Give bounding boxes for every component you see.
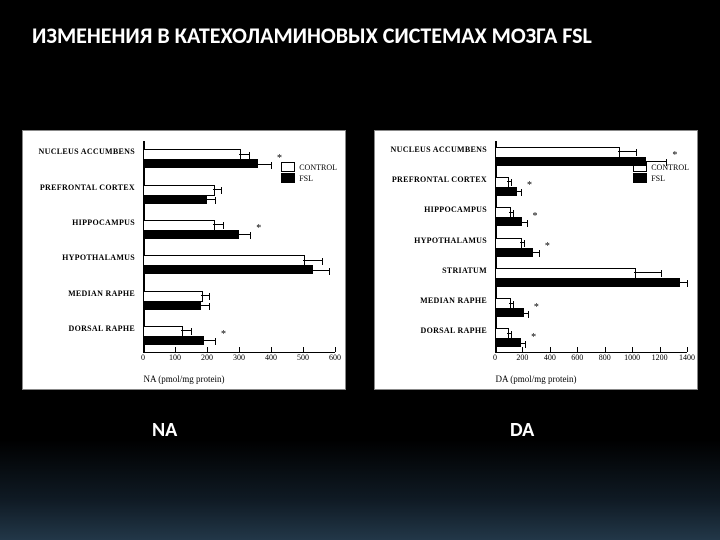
xtick: 0 (141, 353, 145, 362)
bar-fsl (143, 230, 239, 239)
xtick: 1000 (624, 353, 640, 362)
bar-fsl (495, 187, 517, 196)
bar-group: NUCLEUS ACCUMBENS* (143, 149, 335, 168)
sublabel-da: DA (510, 418, 534, 442)
significance-marker: * (531, 332, 536, 343)
significance-marker: * (672, 150, 677, 161)
xtick: 0 (493, 353, 497, 362)
bar-fsl (495, 157, 646, 166)
bar-group: MEDIAN RAPHE (143, 291, 335, 310)
xticks-da: 0200400600800100012001400 (495, 353, 687, 369)
significance-marker: * (221, 329, 226, 340)
bar-group: HIPPOCAMPUS* (143, 220, 335, 239)
bar-group: HIPPOCAMPUS* (495, 207, 687, 226)
chart-panel-na: CONTROL FSL NUCLEUS ACCUMBENS*PREFRONTAL… (22, 130, 346, 390)
chart-na: NUCLEUS ACCUMBENS* PREFRONTAL CORTEX HIPPO… (143, 141, 335, 353)
chart-da: NUCLEUS ACCUMBENS* PREFRONTAL CORTEX* HIPP… (495, 141, 687, 353)
bar-group: HYPOTHALAMUS (143, 255, 335, 274)
xtick: 200 (516, 353, 528, 362)
bar-fsl (495, 308, 524, 317)
bar-group: STRIATUM (495, 268, 687, 287)
category-label: PREFRONTAL CORTEX (377, 176, 487, 184)
significance-marker: * (545, 241, 550, 252)
category-label: MEDIAN RAPHE (25, 290, 135, 298)
page-title: ИЗМЕНЕНИЯ В КАТЕХОЛАМИНОВЫХ СИСТЕМАХ МОЗ… (32, 22, 592, 49)
chart-panel-da: CONTROL FSL NUCLEUS ACCUMBENS*PREFRONTAL… (374, 130, 698, 390)
xtick: 1400 (679, 353, 695, 362)
bar-group: HYPOTHALAMUS* (495, 238, 687, 257)
bar-fsl (143, 265, 313, 274)
bar-fsl (143, 159, 258, 168)
xtick: 400 (544, 353, 556, 362)
bar-fsl (143, 195, 207, 204)
xtick: 300 (233, 353, 245, 362)
significance-marker: * (534, 302, 539, 313)
category-label: MEDIAN RAPHE (377, 297, 487, 305)
category-label: HYPOTHALAMUS (25, 254, 135, 262)
category-label: PREFRONTAL CORTEX (25, 184, 135, 192)
xticks-na: 0100200300400500600 (143, 353, 335, 369)
category-label: HYPOTHALAMUS (377, 237, 487, 245)
category-label: HIPPOCAMPUS (25, 219, 135, 227)
xlabel-da: DA (pmol/mg protein) (375, 374, 697, 384)
bar-fsl (495, 278, 680, 287)
xtick: 500 (297, 353, 309, 362)
category-label: NUCLEUS ACCUMBENS (25, 148, 135, 156)
bar-group: DORSAL RAPHE* (143, 326, 335, 345)
category-label: DORSAL RAPHE (25, 325, 135, 333)
bar-fsl (143, 301, 201, 310)
bar-group: MEDIAN RAPHE* (495, 298, 687, 317)
significance-marker: * (533, 211, 538, 222)
xtick: 1200 (652, 353, 668, 362)
significance-marker: * (256, 223, 261, 234)
background-gradient (0, 440, 720, 540)
category-label: NUCLEUS ACCUMBENS (377, 146, 487, 154)
xtick: 600 (571, 353, 583, 362)
category-label: STRIATUM (377, 267, 487, 275)
xtick: 600 (329, 353, 341, 362)
bar-group: DORSAL RAPHE* (495, 328, 687, 347)
xtick: 800 (599, 353, 611, 362)
bar-group: PREFRONTAL CORTEX* (495, 177, 687, 196)
bar-fsl (495, 248, 533, 257)
bar-fsl (143, 336, 204, 345)
bar-group: NUCLEUS ACCUMBENS* (495, 147, 687, 166)
significance-marker: * (527, 180, 532, 191)
xtick: 200 (201, 353, 213, 362)
category-label: DORSAL RAPHE (377, 327, 487, 335)
xtick: 400 (265, 353, 277, 362)
xtick: 100 (169, 353, 181, 362)
bar-fsl (495, 217, 522, 226)
bar-fsl (495, 338, 521, 347)
panels: CONTROL FSL NUCLEUS ACCUMBENS*PREFRONTAL… (22, 130, 698, 390)
category-label: HIPPOCAMPUS (377, 206, 487, 214)
bar-group: PREFRONTAL CORTEX (143, 185, 335, 204)
sublabel-na: NA (152, 418, 177, 442)
significance-marker: * (277, 153, 282, 164)
xlabel-na: NA (pmol/mg protein) (23, 374, 345, 384)
